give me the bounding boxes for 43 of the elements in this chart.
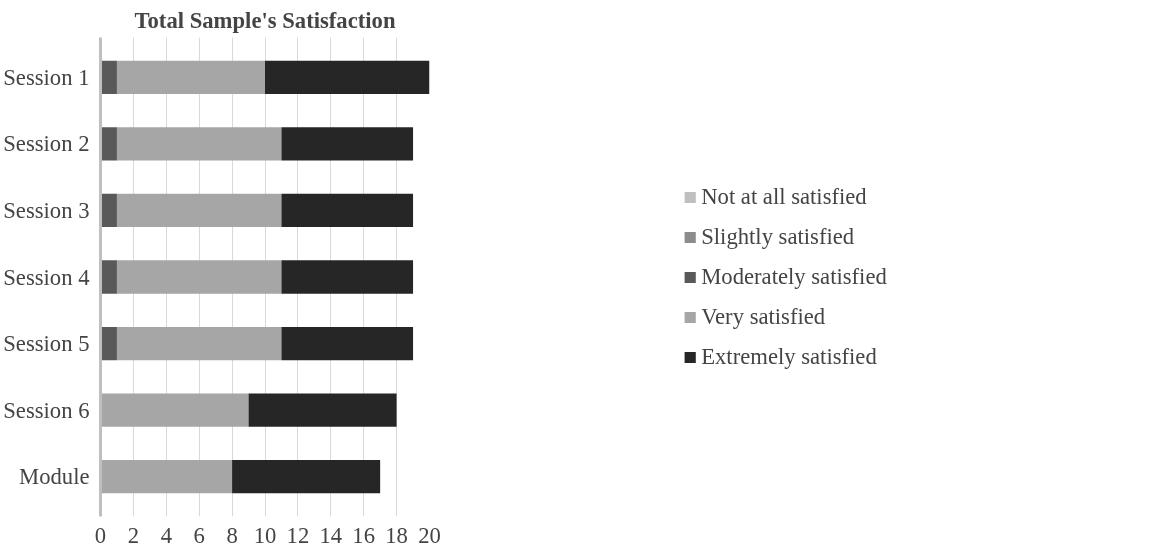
bar: [100, 193, 117, 228]
y-tick-label: Session 2: [3, 131, 90, 157]
x-tick-label: 12: [286, 522, 310, 548]
bar: [116, 60, 265, 95]
x-tick-label: 14: [319, 522, 343, 548]
bar: [100, 127, 117, 161]
bar: [281, 260, 414, 294]
bar: [100, 393, 249, 427]
legend-label: Not at all satisfied: [701, 183, 867, 210]
legend-label: Very satisfied: [701, 303, 826, 330]
bar: [116, 326, 282, 361]
legend-label: Moderately satisfied: [701, 263, 887, 290]
x-tick-label: 0: [94, 522, 107, 548]
bar: [265, 60, 430, 95]
x-tick-label: 2: [127, 522, 140, 548]
bar: [100, 459, 233, 494]
x-tick-label: 18: [385, 522, 408, 548]
bar: [100, 60, 117, 95]
x-tick-label: 4: [160, 522, 172, 548]
y-tick-label: Module: [19, 464, 90, 490]
x-tick-label: 6: [193, 522, 205, 548]
y-tick-label: Session 1: [3, 64, 90, 90]
y-tick-label: Session 4: [3, 264, 90, 290]
x-tick-label: 8: [226, 522, 238, 548]
bar: [248, 393, 397, 427]
legend-label: Extremely satisfied: [701, 343, 877, 370]
bar: [116, 260, 282, 294]
bar: [281, 326, 414, 361]
y-tick-label: Session 3: [3, 197, 90, 223]
x-tick-label: 10: [253, 522, 277, 548]
y-tick-label: Session 5: [3, 331, 90, 357]
bar: [281, 127, 414, 161]
bar: [116, 193, 282, 228]
legend-label: Slightly satisfied: [701, 223, 855, 250]
x-tick-label: 16: [352, 522, 376, 548]
bar: [116, 127, 282, 161]
x-tick-label: 20: [418, 522, 441, 548]
chart-title: Total Sample's Satisfaction: [134, 7, 396, 33]
bar: [100, 326, 117, 361]
y-tick-label: Session 6: [3, 397, 90, 423]
bar: [232, 459, 381, 494]
bar: [100, 260, 117, 294]
bar: [281, 193, 414, 228]
